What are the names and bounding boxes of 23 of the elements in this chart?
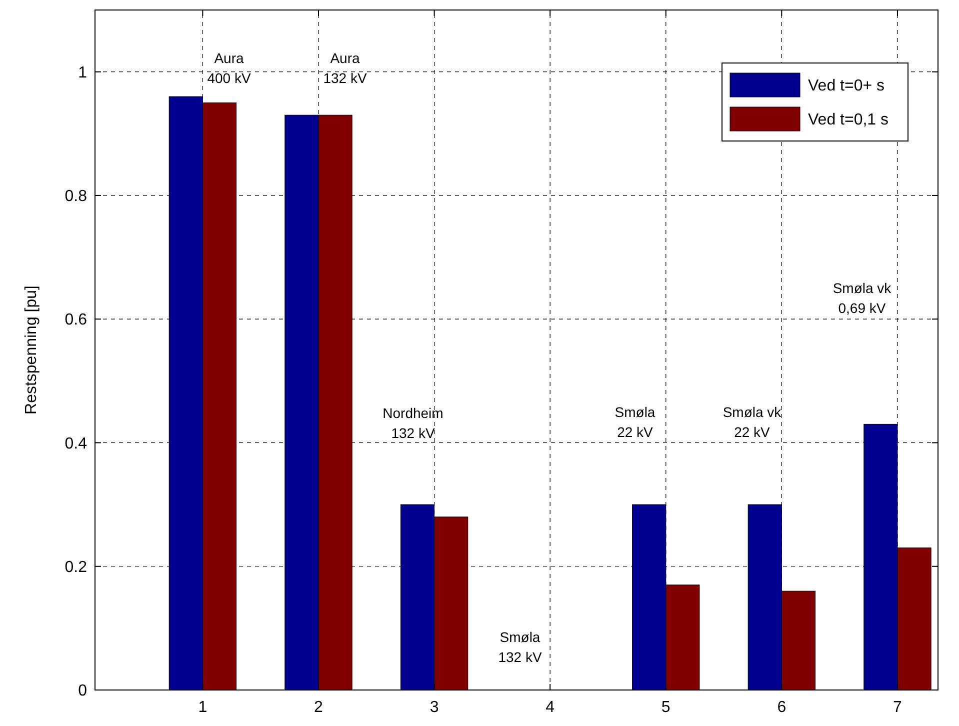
y-tick-label: 0.2 (64, 558, 88, 576)
x-tick-label: 7 (893, 699, 902, 716)
x-tick-label: 2 (314, 699, 324, 716)
x-tick-label: 1 (198, 699, 208, 716)
legend-label: Ved t=0,1 s (808, 112, 889, 129)
x-tick-label: 4 (546, 699, 555, 716)
y-tick-label: 0.4 (64, 435, 88, 452)
y-tick-label: 0 (78, 682, 88, 700)
y-axis-title: Restspenning [pu] (23, 286, 40, 414)
y-tick-label: 0.6 (64, 312, 88, 329)
x-tick-label: 5 (661, 699, 670, 716)
x-tick-label: 3 (430, 699, 439, 716)
y-tick-label: 1 (78, 64, 88, 82)
annotation: Smøla 22 kV (614, 404, 656, 440)
legend-label: Ved t=0+ s (808, 78, 885, 95)
annotation: Smøla 132 kV (498, 629, 542, 665)
annotation: Aura 400 kV (207, 50, 252, 86)
x-tick-label: 6 (777, 699, 786, 716)
annotation: Smøla vk 0,69 kV (832, 280, 892, 316)
annotation: Nordheim 132 kV (382, 405, 444, 441)
annotation: Smøla vk 22 kV (722, 404, 782, 440)
y-tick-label: 0.8 (64, 188, 88, 206)
annotation: Aura 132 kV (323, 50, 368, 86)
